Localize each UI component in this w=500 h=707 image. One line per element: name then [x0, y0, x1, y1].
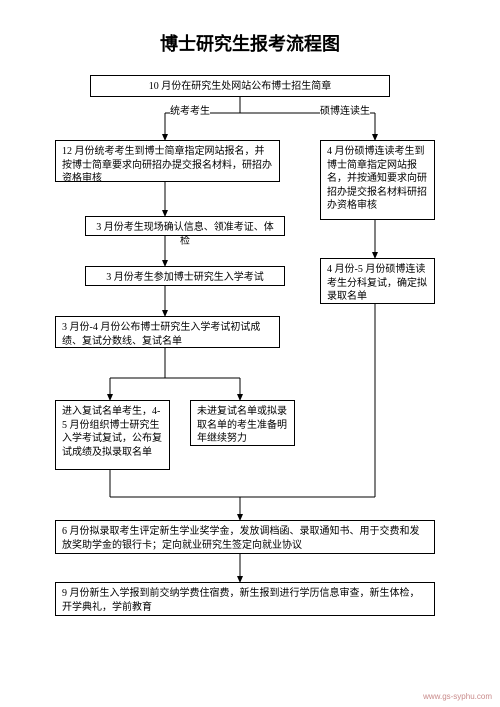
flow-box-mar-exam: 3 月份考生参加博士研究生入学考试 [85, 266, 285, 286]
flow-box-shuobo-apply: 4 月份硕博连读考生到博士简章指定网站报名，并按通知要求向研招办提交报名材料研招… [320, 140, 435, 220]
flow-box-retest-pass: 进入复试名单考生，4-5 月份组织博士研究生入学考试复试，公布复试成绩及拟录取名… [55, 400, 170, 470]
flow-box-june: 6 月份拟录取考生评定新生学业奖学金，发放调档函、录取通知书、用于交费和发放奖助… [55, 520, 435, 554]
branch-label-left: 统考考生 [170, 102, 210, 117]
flow-box-mar-confirm: 3 月份考生现场确认信息、领准考证、体检 [85, 216, 285, 236]
flow-box-retest-fail: 未进复试名单或拟录取名单的考生准备明年继续努力 [190, 400, 295, 446]
watermark: www.gs-syphu.com [423, 692, 492, 701]
flow-box-dec-apply: 12 月份统考考生到博士简章指定网站报名，并按博士简章要求向研招办提交报名材料，… [55, 140, 280, 182]
page-title: 博士研究生报考流程图 [0, 0, 500, 66]
flow-box-sept: 9 月份新生入学报到前交纳学费住宿费，新生报到进行学历信息审查，新生体检，开学典… [55, 582, 435, 616]
flow-box-shuobo-retest: 4 月份-5 月份硕博连读考生分科复试，确定拟录取名单 [320, 258, 435, 304]
branch-label-right: 硕博连读生 [320, 102, 370, 117]
flow-box-results: 3 月份-4 月份公布博士研究生入学考试初试成绩、复试分数线、复试名单 [55, 316, 280, 348]
flow-box-start: 10 月份在研究生处网站公布博士招生简章 [90, 75, 390, 97]
